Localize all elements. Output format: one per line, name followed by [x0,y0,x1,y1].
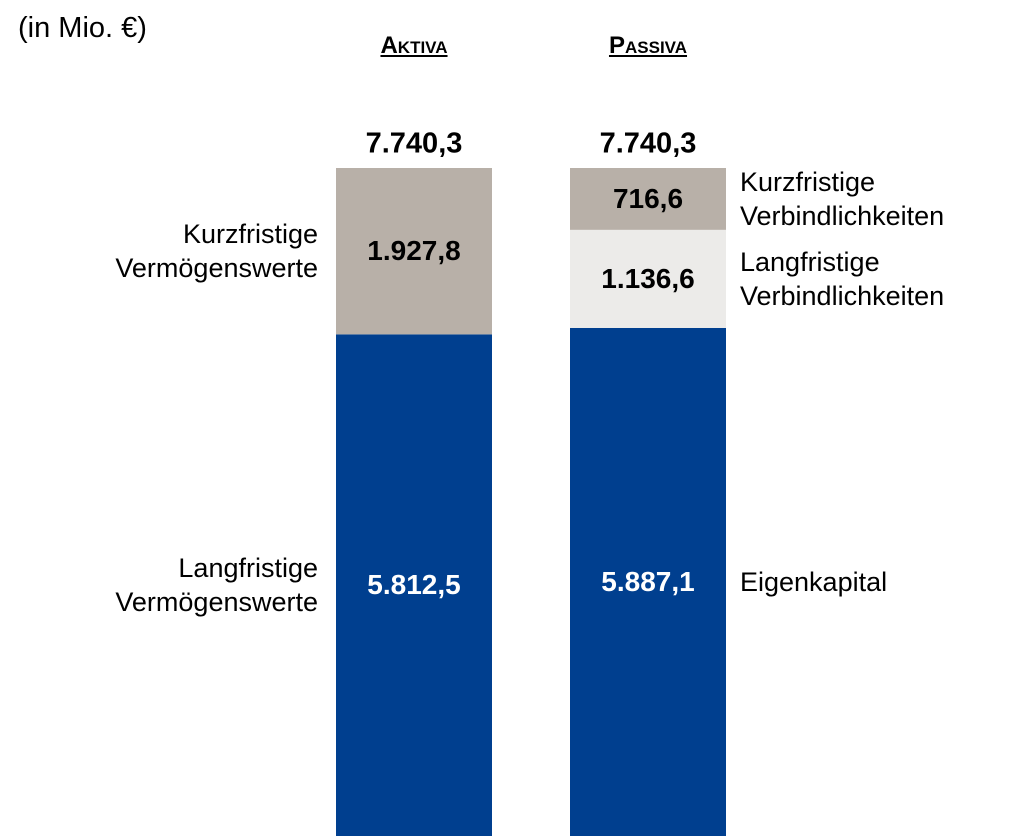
value-label: 5.887,1 [601,565,695,597]
category-header: Aktiva [380,32,448,59]
total-label: 7.740,3 [599,127,697,160]
series-name: Kurzfristige Verbindlichkeiten [740,166,945,231]
series-name: Eigenkapital [740,566,888,597]
series-name: Langfristige Vermögenswerte [115,553,318,618]
value-label: 1.927,8 [367,235,461,267]
unit-label: (in Mio. €) [18,12,147,44]
series-name: Kurzfristige Vermögenswerte [115,219,318,284]
bar-segment [570,168,726,230]
bar-segment [336,334,492,836]
total-label: 7.740,3 [365,127,463,160]
value-label: 5.812,5 [367,569,461,601]
value-label: 716,6 [612,182,684,214]
value-label: 1.136,6 [601,262,695,294]
bar-segment [570,327,726,836]
category-header: Passiva [608,32,688,59]
series-name: Langfristige Verbindlichkeiten [740,246,945,311]
bar-segment [336,168,492,335]
bar-segment [570,229,726,328]
